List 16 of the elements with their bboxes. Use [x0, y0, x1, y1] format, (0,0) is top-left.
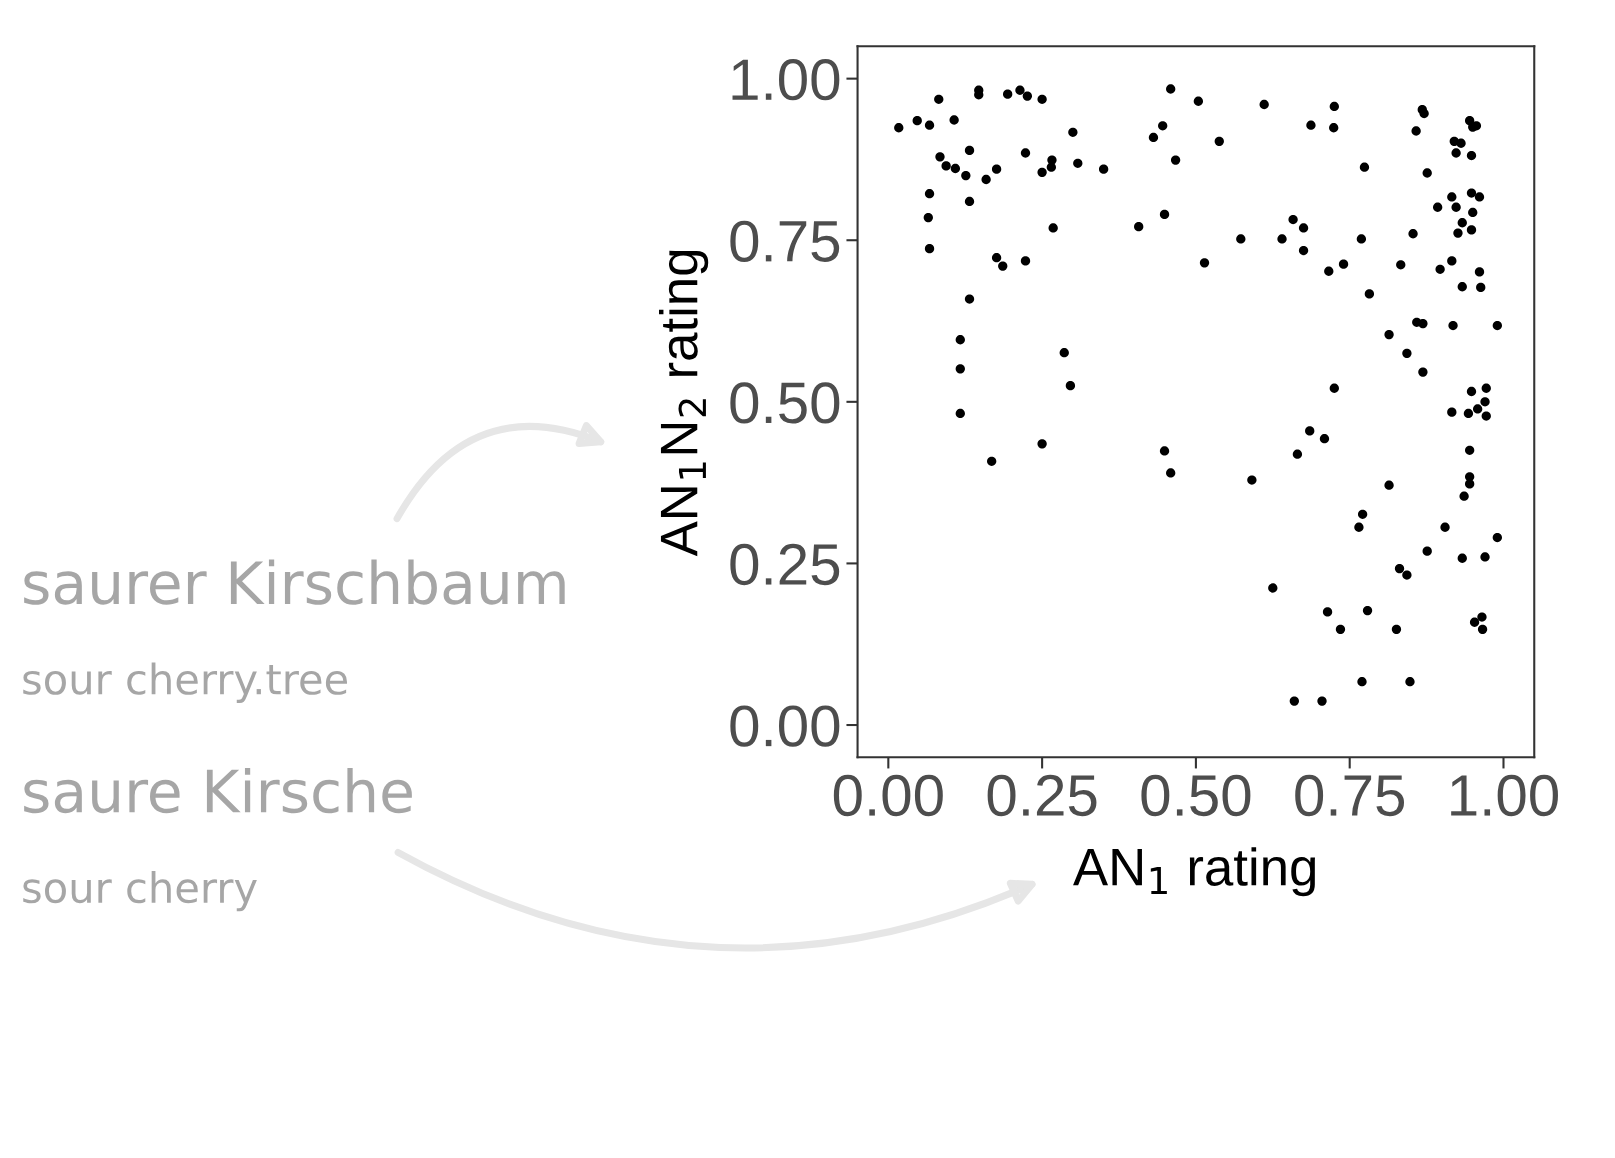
y-axis-title: AN$_{1}$N$_{2}$ rating: [659, 250, 709, 557]
y-tick-label: 0.50: [730, 382, 840, 424]
text: saure Kirsche: [24, 768, 412, 814]
y-tick-label: 0.75: [730, 220, 840, 262]
y-tick-label: 0.25: [730, 543, 840, 586]
x-tick-label: 0.75: [1295, 774, 1405, 817]
text: sour cherry.tree: [23, 662, 348, 703]
x-tick-label: 0.00: [833, 774, 943, 817]
y-tick-label: 1.00: [732, 59, 840, 101]
x-tick-label: 0.50: [1141, 774, 1251, 817]
x-tick-label: 0.25: [987, 774, 1097, 817]
text: sour cherry: [23, 871, 257, 912]
y-tick-label: 0.00: [730, 705, 840, 747]
x-axis-title: AN$_{1}$ rating: [1073, 847, 1315, 897]
x-tick-label: 1.00: [1451, 774, 1558, 817]
text: saurer Kirschbaum: [24, 559, 565, 605]
